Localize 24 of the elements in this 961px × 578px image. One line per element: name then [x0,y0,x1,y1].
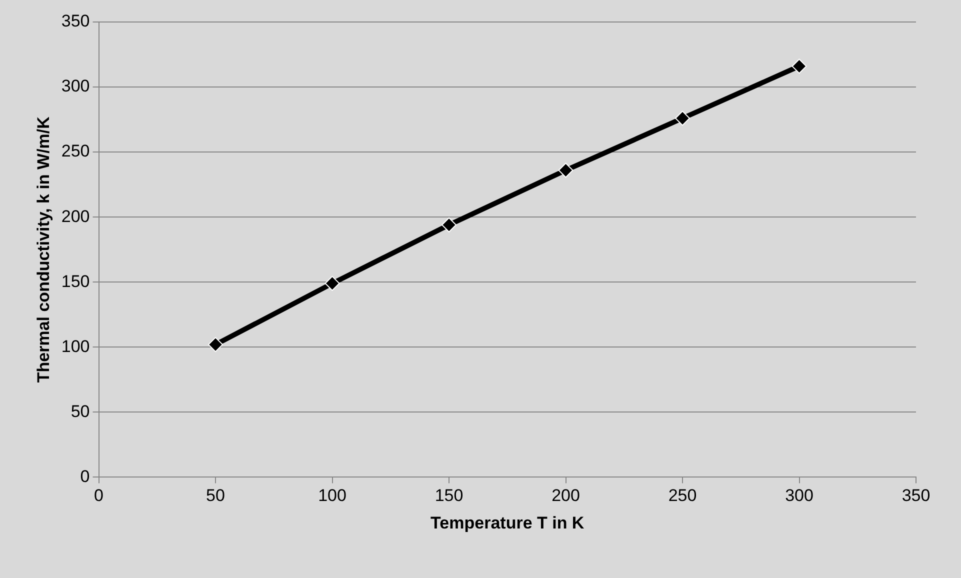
point [675,110,690,126]
point [558,162,574,178]
y-tick-label: 200 [61,206,90,226]
point [442,217,457,232]
x-tick-label: 250 [668,486,697,506]
x-tick-label: 200 [552,486,580,506]
x-tick-label: 100 [318,486,346,506]
point [324,276,340,291]
y-tick-label: 0 [80,466,90,486]
y-tick-label: 150 [61,272,90,291]
y-axis-title: Thermal conductivity, k in W/m/K [34,116,53,383]
x-tick-label: 50 [206,486,225,506]
x-axis-title: Temperature T in K [430,513,585,532]
y-tick-label: 350 [61,12,90,31]
y-tick-label: 100 [61,336,90,356]
x-tick-label: 350 [902,486,930,506]
y-tick-label: 300 [61,76,90,96]
x-tick-label: 150 [434,486,464,506]
y-tick-label: 250 [61,142,90,161]
x-tick-label: 0 [94,486,104,506]
point [792,58,807,74]
point [208,337,224,352]
y-tick-label: 50 [70,402,90,421]
x-tick-label: 300 [785,486,814,506]
